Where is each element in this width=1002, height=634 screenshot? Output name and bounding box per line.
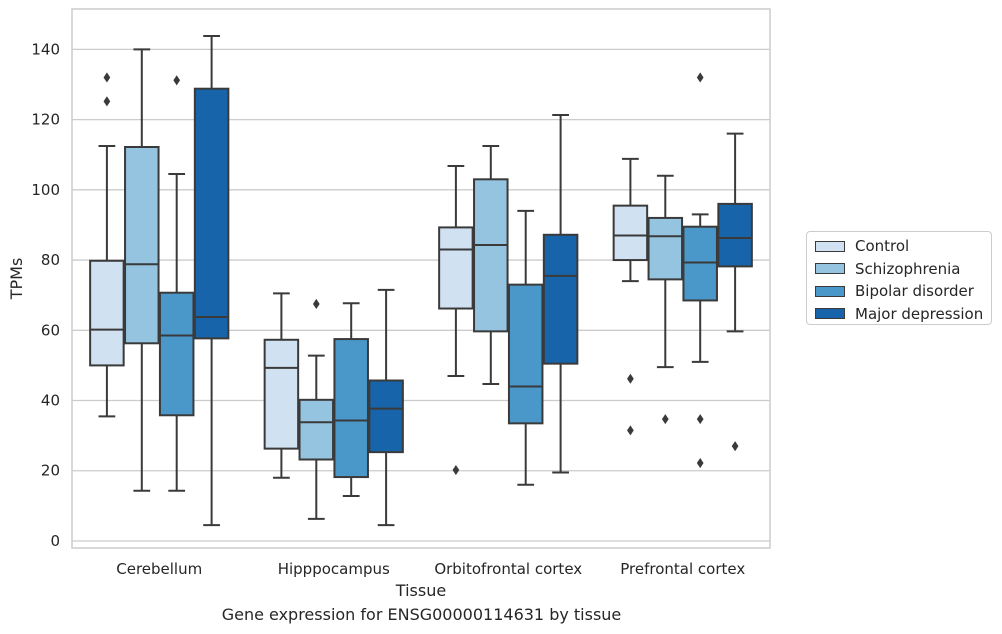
box-group [507, 209, 544, 486]
legend-item: Control [815, 235, 983, 258]
box [717, 202, 753, 268]
outlier-point [627, 425, 634, 436]
legend-item: Bipolar disorder [815, 280, 983, 303]
outlier-point [696, 414, 704, 425]
box-group [333, 302, 369, 498]
outlier-point [103, 72, 111, 83]
box-group [158, 75, 195, 492]
box-group [89, 72, 125, 418]
box-group [438, 164, 474, 476]
box [438, 226, 474, 310]
x-tick-label: Orbitofrontal cortex [434, 560, 582, 578]
box-group [193, 35, 230, 527]
legend-item: Schizophrenia [815, 258, 983, 281]
y-tick-label: 140 [31, 40, 60, 58]
legend: Control Schizophrenia Bipolar disorder Majo… [806, 231, 992, 325]
box [612, 204, 649, 262]
x-axis-ticks: Cerebellum Hipppocampus Orbitofrontal cort… [116, 560, 745, 578]
box-group [368, 288, 404, 527]
x-tick-label: Cerebellum [116, 560, 202, 578]
box-group [647, 174, 684, 425]
box [89, 259, 125, 367]
y-tick-label: 120 [31, 111, 60, 129]
x-tick-label: Hipppocampus [278, 560, 390, 578]
outlier-point [696, 72, 704, 83]
box [682, 225, 718, 302]
chart-title: Gene expression for ENSG00000114631 by t… [221, 605, 622, 624]
y-axis-label: TPMs [7, 258, 26, 301]
legend-label: Bipolar disorder [855, 282, 974, 301]
box-group [124, 48, 160, 492]
box-group [298, 298, 335, 520]
y-tick-label: 80 [41, 251, 60, 269]
box [647, 216, 684, 281]
x-axis-label: Tissue [395, 581, 446, 600]
box [542, 233, 579, 365]
box-group [717, 132, 753, 452]
outlier-point [696, 457, 704, 469]
legend-swatch [815, 308, 845, 320]
legend-label: Schizophrenia [855, 259, 961, 278]
y-tick-label: 40 [41, 392, 60, 410]
legend-swatch [815, 240, 845, 252]
y-tick-label: 0 [50, 532, 60, 550]
plot-frame [71, 8, 771, 549]
outlier-point [103, 96, 111, 107]
box [193, 87, 230, 340]
y-tick-label: 60 [41, 321, 60, 339]
box-group [473, 144, 509, 386]
box-group [263, 292, 300, 479]
box [263, 338, 300, 450]
y-tick-label: 100 [31, 181, 60, 199]
outlier-point [661, 414, 669, 425]
outlier-point [731, 441, 739, 452]
y-axis-ticks: 0 20 40 60 80 100 120 140 [31, 40, 60, 550]
legend-swatch [815, 285, 845, 297]
box-group [682, 72, 718, 469]
outlier-point [312, 298, 320, 309]
legend-swatch [815, 263, 845, 275]
box-group [612, 157, 649, 436]
x-tick-label: Prefrontal cortex [620, 560, 745, 578]
box [298, 398, 335, 461]
outlier-point [627, 373, 634, 384]
box [473, 178, 509, 333]
outlier-point [452, 465, 460, 476]
box [158, 291, 195, 417]
boxes [89, 35, 753, 527]
legend-label: Major depression [855, 304, 984, 323]
box [507, 283, 544, 425]
legend-label: Control [855, 237, 910, 256]
y-tick-label: 20 [41, 462, 60, 480]
box [124, 145, 160, 345]
box [368, 379, 404, 454]
legend-item: Major depression [815, 303, 983, 326]
box-group [542, 114, 579, 474]
box [333, 338, 369, 479]
outlier-point [173, 75, 181, 86]
